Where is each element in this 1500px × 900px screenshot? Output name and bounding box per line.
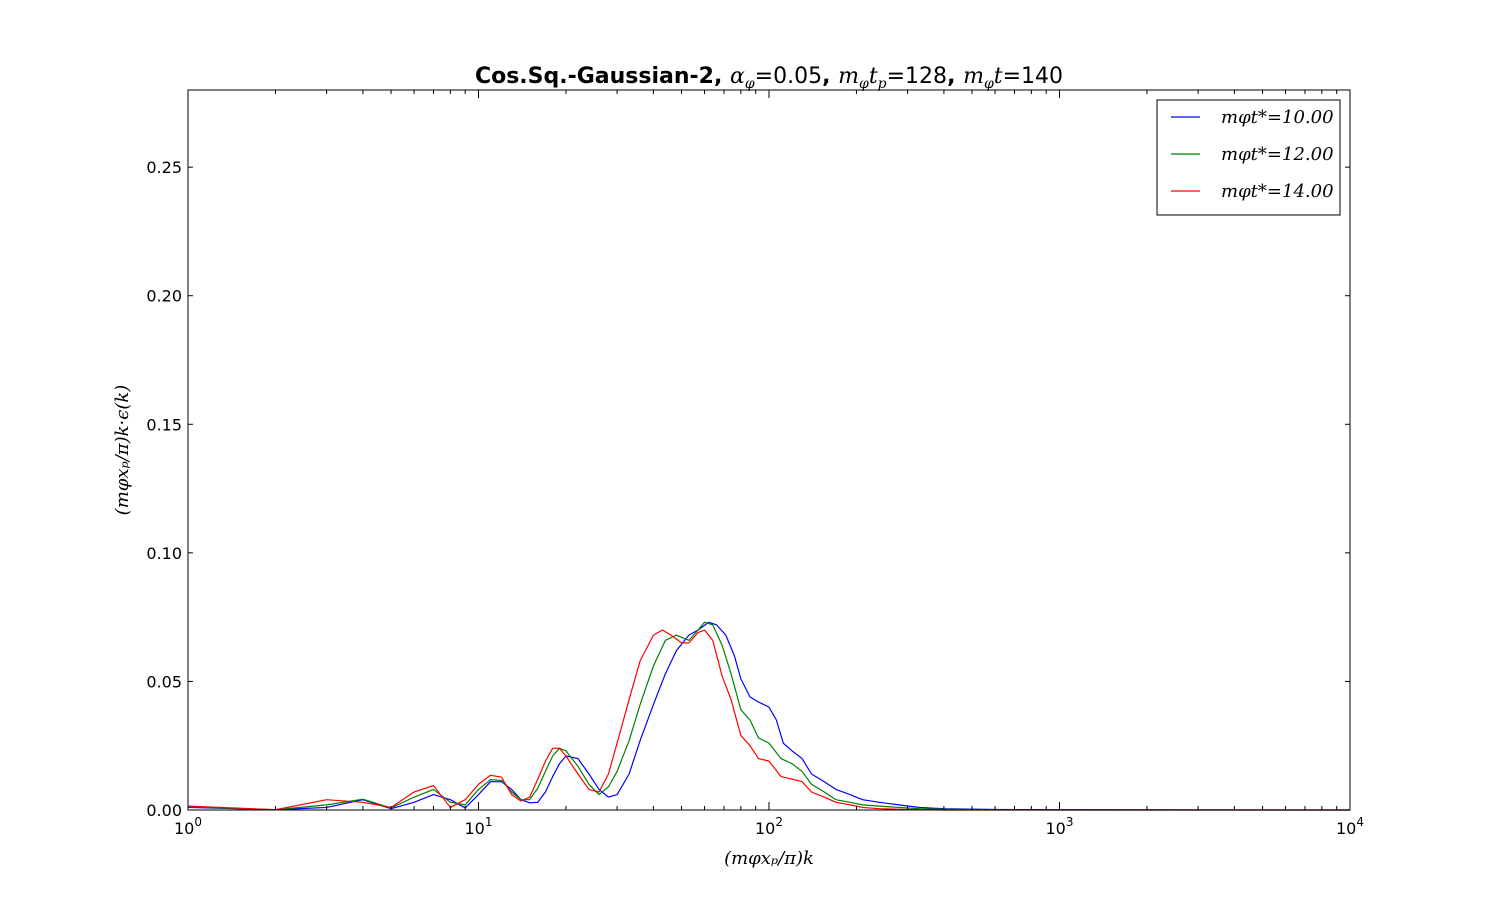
ticks-layer: 0.00 0.05 0.10 0.15 0.20 0.25 100 101 102 103 104 [146, 90, 1364, 838]
y-tick-label: 0.05 [146, 672, 182, 691]
y-tick-label: 0.10 [146, 544, 182, 563]
legend-box [1156, 99, 1341, 216]
legend-label-2: mφt*=12.00 [1221, 144, 1334, 165]
series-line-2 [187, 621, 1350, 811]
x-tick-label: 102 [755, 815, 783, 838]
y-tick-label: 0.25 [146, 158, 182, 177]
y-tick-label: 0.00 [146, 801, 182, 820]
x-axis-label: (mφxₚ/π)k [724, 848, 814, 869]
series-line-3 [187, 629, 1350, 811]
legend-label-1: mφt*=10.00 [1221, 107, 1334, 128]
plot-area-frame [187, 89, 1351, 811]
chart-title: Cos.Sq.-Gaussian-2, αφ=0.05, mφtp=128, m… [475, 64, 1063, 92]
x-tick-label: 100 [174, 815, 202, 838]
series-layer [187, 621, 1351, 811]
x-tick-label: 104 [1336, 815, 1364, 838]
y-tick-label: 0.15 [146, 415, 182, 434]
x-tick-label: 103 [1046, 815, 1074, 838]
y-tick-label: 0.20 [146, 287, 182, 306]
legend-label-3: mφt*=14.00 [1221, 181, 1334, 202]
series-line-1 [187, 621, 1351, 811]
legend: mφt*=10.00 mφt*=12.00 mφt*=14.00 [1156, 99, 1341, 216]
y-axis-label: (mφxₚ/π)k·ϵ(k) [112, 385, 133, 516]
x-tick-label: 101 [465, 815, 493, 838]
